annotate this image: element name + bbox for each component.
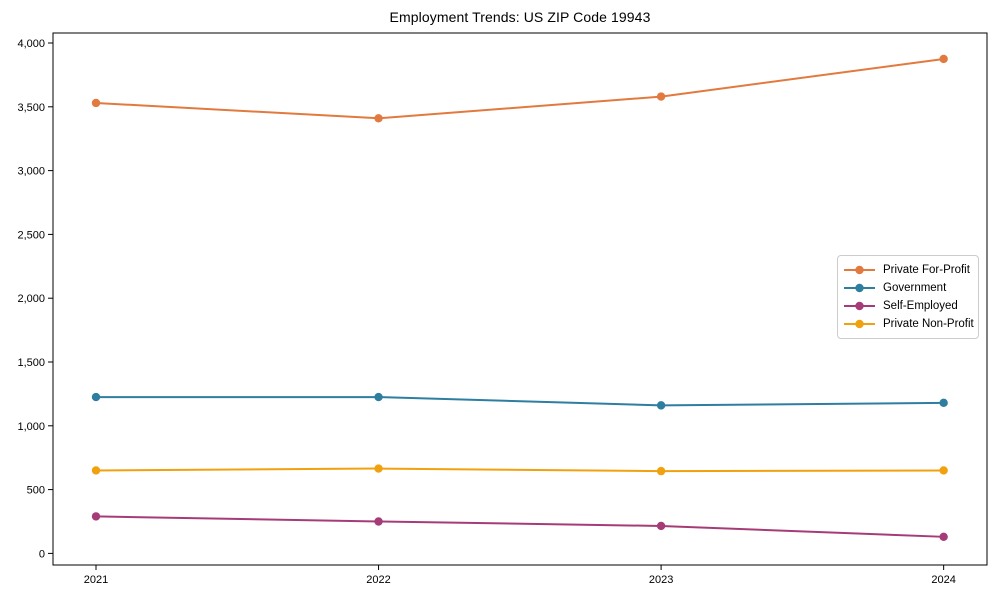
y-tick-label: 1,000 — [17, 421, 45, 433]
x-tick-label: 2021 — [84, 574, 108, 586]
x-tick-label: 2023 — [649, 574, 673, 586]
legend-label: Self-Employed — [883, 300, 958, 312]
data-point-self-employed-2022 — [374, 517, 383, 526]
y-tick-label: 4,000 — [17, 38, 45, 50]
data-point-private-non-profit-2021 — [91, 466, 101, 475]
y-tick-label: 1,500 — [17, 357, 45, 369]
data-point-private-non-profit-2024 — [939, 466, 948, 475]
data-point-private-non-profit-2023 — [656, 466, 666, 476]
data-point-private-for-profit-2023 — [656, 92, 666, 101]
legend: Private For-Profit Government Self-Employe… — [837, 255, 979, 339]
y-tick-label: 3,000 — [17, 166, 45, 178]
data-point-self-employed-2023 — [656, 521, 666, 531]
series-line-self-employed — [95, 515, 945, 538]
legend-marker-icon — [844, 301, 875, 311]
legend-label: Private For-Profit — [883, 264, 970, 276]
data-point-government-2022 — [374, 392, 383, 402]
data-point-self-employed-2021 — [91, 512, 101, 521]
x-tick-label: 2024 — [931, 574, 955, 586]
data-point-government-2024 — [939, 398, 948, 408]
y-tick-label: 2,000 — [17, 293, 45, 305]
legend-label: Government — [883, 282, 947, 294]
y-tick-label: 2,500 — [17, 229, 45, 241]
legend-marker-icon — [844, 319, 875, 329]
data-point-government-2021 — [91, 392, 101, 402]
y-tick-label: 500 — [27, 485, 45, 497]
series-line-private-non-profit — [95, 467, 945, 473]
data-point-private-non-profit-2022 — [374, 464, 383, 473]
legend-marker-icon — [844, 265, 875, 275]
axes-frame — [52, 32, 988, 566]
chart-title: Employment Trends: US ZIP Code 19943 — [389, 9, 651, 25]
data-point-self-employed-2024 — [939, 532, 948, 542]
legend-label: Private Non-Profit — [883, 318, 974, 330]
y-tick-label: 3,500 — [17, 102, 45, 114]
series-line-government — [95, 396, 945, 407]
legend-item-private-non-profit: Private Non-Profit — [844, 315, 978, 333]
series-line-private-for-profit — [95, 57, 945, 120]
y-tick-label: 0 — [39, 548, 45, 560]
data-point-private-for-profit-2024 — [939, 54, 948, 64]
legend-item-government: Government — [844, 279, 978, 297]
data-point-private-for-profit-2021 — [91, 98, 101, 108]
legend-marker-icon — [844, 283, 875, 293]
data-point-private-for-profit-2022 — [374, 114, 383, 123]
legend-item-private-for-profit: Private For-Profit — [844, 261, 978, 279]
x-tick-label: 2022 — [366, 574, 390, 586]
data-point-government-2023 — [656, 401, 666, 410]
legend-item-self-employed: Self-Employed — [844, 297, 978, 315]
